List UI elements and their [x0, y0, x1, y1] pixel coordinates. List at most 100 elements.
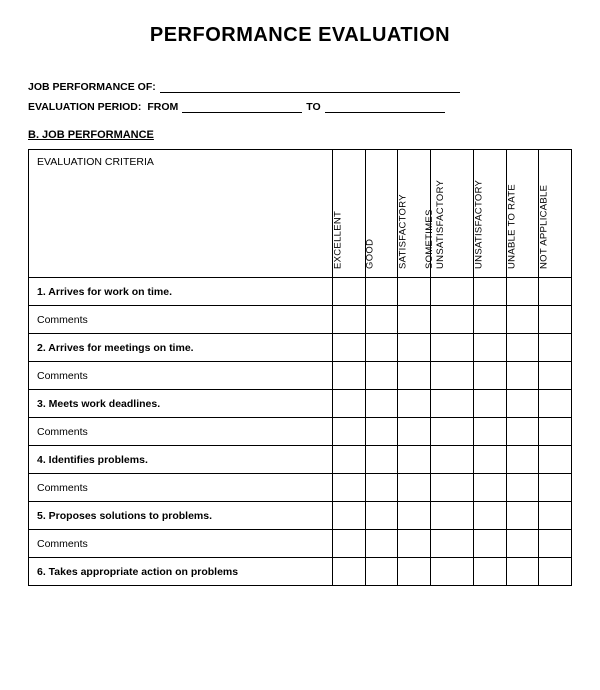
rating-cell[interactable] — [365, 530, 398, 558]
rating-cell[interactable] — [365, 418, 398, 446]
rating-cell[interactable] — [365, 390, 398, 418]
rating-cell[interactable] — [539, 418, 572, 446]
rating-cell[interactable] — [430, 362, 473, 390]
rating-cell[interactable] — [333, 446, 366, 474]
rating-cell[interactable] — [539, 278, 572, 306]
rating-cell[interactable] — [333, 502, 366, 530]
rating-cell[interactable] — [506, 474, 539, 502]
rating-cell[interactable] — [333, 558, 366, 586]
rating-cell[interactable] — [474, 502, 507, 530]
table-row: Comments — [29, 474, 572, 502]
rating-cell[interactable] — [333, 306, 366, 334]
rating-cell[interactable] — [398, 362, 431, 390]
rating-cell[interactable] — [398, 502, 431, 530]
table-row: Comments — [29, 362, 572, 390]
rating-cell[interactable] — [365, 362, 398, 390]
from-blank[interactable] — [182, 101, 302, 113]
rating-cell[interactable] — [474, 418, 507, 446]
rating-cell[interactable] — [398, 446, 431, 474]
criteria-item: 5. Proposes solutions to problems. — [29, 502, 333, 530]
rating-cell[interactable] — [474, 558, 507, 586]
rating-col-good: GOOD — [365, 150, 398, 278]
rating-cell[interactable] — [333, 278, 366, 306]
rating-cell[interactable] — [430, 502, 473, 530]
rating-cell[interactable] — [398, 334, 431, 362]
rating-cell[interactable] — [506, 306, 539, 334]
criteria-item: 4. Identifies problems. — [29, 446, 333, 474]
rating-cell[interactable] — [474, 362, 507, 390]
evaluation-period-field: EVALUATION PERIOD: FROM TO — [28, 101, 572, 113]
rating-cell[interactable] — [474, 530, 507, 558]
rating-cell[interactable] — [474, 334, 507, 362]
rating-cell[interactable] — [506, 390, 539, 418]
rating-cell[interactable] — [430, 530, 473, 558]
rating-cell[interactable] — [398, 474, 431, 502]
rating-cell[interactable] — [365, 334, 398, 362]
rating-cell[interactable] — [506, 558, 539, 586]
rating-cell[interactable] — [430, 558, 473, 586]
job-perf-blank[interactable] — [160, 81, 460, 93]
rating-cell[interactable] — [539, 362, 572, 390]
rating-cell[interactable] — [506, 446, 539, 474]
criteria-header: EVALUATION CRITERIA — [29, 150, 333, 278]
rating-cell[interactable] — [539, 558, 572, 586]
table-row: 4. Identifies problems. — [29, 446, 572, 474]
rating-cell[interactable] — [506, 362, 539, 390]
page-title: PERFORMANCE EVALUATION — [28, 24, 572, 47]
rating-cell[interactable] — [430, 446, 473, 474]
rating-cell[interactable] — [333, 390, 366, 418]
rating-cell[interactable] — [365, 474, 398, 502]
rating-cell[interactable] — [539, 474, 572, 502]
rating-cell[interactable] — [365, 446, 398, 474]
rating-cell[interactable] — [474, 474, 507, 502]
rating-cell[interactable] — [539, 306, 572, 334]
rating-cell[interactable] — [506, 502, 539, 530]
table-row: 2. Arrives for meetings on time. — [29, 334, 572, 362]
rating-cell[interactable] — [398, 530, 431, 558]
rating-cell[interactable] — [398, 278, 431, 306]
rating-cell[interactable] — [474, 306, 507, 334]
rating-cell[interactable] — [430, 278, 473, 306]
table-row: Comments — [29, 530, 572, 558]
rating-cell[interactable] — [506, 278, 539, 306]
rating-cell[interactable] — [333, 334, 366, 362]
rating-cell[interactable] — [398, 306, 431, 334]
table-row: 5. Proposes solutions to problems. — [29, 502, 572, 530]
rating-cell[interactable] — [333, 530, 366, 558]
rating-cell[interactable] — [539, 334, 572, 362]
comments-label: Comments — [29, 362, 333, 390]
from-label: FROM — [147, 101, 178, 113]
rating-cell[interactable] — [539, 530, 572, 558]
rating-cell[interactable] — [430, 474, 473, 502]
table-header-row: EVALUATION CRITERIA EXCELLENT GOOD SATIS… — [29, 150, 572, 278]
section-header: B. JOB PERFORMANCE — [28, 129, 572, 141]
rating-cell[interactable] — [333, 362, 366, 390]
rating-cell[interactable] — [365, 502, 398, 530]
rating-cell[interactable] — [430, 418, 473, 446]
rating-cell[interactable] — [506, 334, 539, 362]
rating-cell[interactable] — [474, 278, 507, 306]
rating-cell[interactable] — [430, 390, 473, 418]
rating-cell[interactable] — [333, 418, 366, 446]
rating-cell[interactable] — [474, 446, 507, 474]
rating-cell[interactable] — [539, 446, 572, 474]
rating-cell[interactable] — [506, 418, 539, 446]
rating-cell[interactable] — [430, 306, 473, 334]
rating-cell[interactable] — [506, 530, 539, 558]
rating-cell[interactable] — [474, 390, 507, 418]
rating-cell[interactable] — [365, 278, 398, 306]
job-performance-field: JOB PERFORMANCE OF: — [28, 81, 572, 93]
comments-label: Comments — [29, 306, 333, 334]
to-blank[interactable] — [325, 101, 445, 113]
rating-cell[interactable] — [398, 558, 431, 586]
rating-cell[interactable] — [365, 306, 398, 334]
rating-cell[interactable] — [539, 390, 572, 418]
rating-cell[interactable] — [539, 502, 572, 530]
comments-label: Comments — [29, 418, 333, 446]
rating-cell[interactable] — [333, 474, 366, 502]
table-row: Comments — [29, 418, 572, 446]
rating-cell[interactable] — [398, 390, 431, 418]
rating-cell[interactable] — [365, 558, 398, 586]
rating-cell[interactable] — [398, 418, 431, 446]
rating-cell[interactable] — [430, 334, 473, 362]
